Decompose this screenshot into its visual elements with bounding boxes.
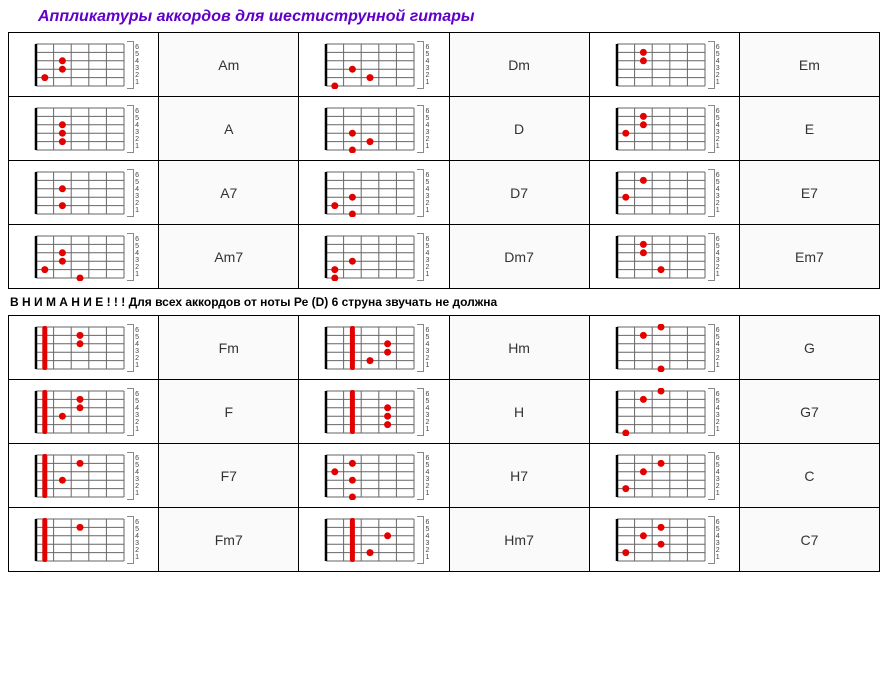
chord-label-F7: F7 bbox=[159, 444, 299, 508]
string-number-labels: 654321 bbox=[420, 236, 429, 278]
string-number-labels: 654321 bbox=[130, 391, 139, 433]
chord-diagram-H7: 654321 bbox=[299, 444, 449, 508]
chord-diagram-Hm: 654321 bbox=[299, 316, 449, 380]
chord-label-H: H bbox=[449, 380, 589, 444]
chord-table-2: 654321 Fm 654321 Hm 654321 G 654321 F 654321 H 654… bbox=[8, 315, 880, 572]
string-number-labels: 654321 bbox=[420, 519, 429, 561]
chord-diagram-E7: 654321 bbox=[589, 161, 739, 225]
string-number-labels: 654321 bbox=[420, 44, 429, 86]
string-number-labels: 654321 bbox=[711, 108, 720, 150]
chord-diagram-A7: 654321 bbox=[9, 161, 159, 225]
string-number-labels: 654321 bbox=[711, 172, 720, 214]
chord-label-G7: G7 bbox=[739, 380, 879, 444]
string-number-labels: 654321 bbox=[711, 519, 720, 561]
string-number-labels: 654321 bbox=[130, 519, 139, 561]
chord-label-F: F bbox=[159, 380, 299, 444]
string-number-labels: 654321 bbox=[711, 327, 720, 369]
chord-diagram-Am: 654321 bbox=[9, 33, 159, 97]
string-number-labels: 654321 bbox=[711, 44, 720, 86]
chord-diagram-E: 654321 bbox=[589, 97, 739, 161]
chord-label-Fm: Fm bbox=[159, 316, 299, 380]
warning-note: В Н И М А Н И Е ! ! ! Для всех аккордов … bbox=[10, 295, 880, 309]
chord-diagram-C: 654321 bbox=[589, 444, 739, 508]
chord-label-E7: E7 bbox=[739, 161, 879, 225]
chord-label-C: C bbox=[739, 444, 879, 508]
string-number-labels: 654321 bbox=[420, 455, 429, 497]
string-number-labels: 654321 bbox=[130, 327, 139, 369]
string-number-labels: 654321 bbox=[130, 172, 139, 214]
chord-diagram-D: 654321 bbox=[299, 97, 449, 161]
string-number-labels: 654321 bbox=[420, 327, 429, 369]
string-number-labels: 654321 bbox=[130, 108, 139, 150]
string-number-labels: 654321 bbox=[420, 391, 429, 433]
chord-label-Fm7: Fm7 bbox=[159, 508, 299, 572]
string-number-labels: 654321 bbox=[130, 236, 139, 278]
chord-label-Dm: Dm bbox=[449, 33, 589, 97]
chord-diagram-H: 654321 bbox=[299, 380, 449, 444]
chord-diagram-Em: 654321 bbox=[589, 33, 739, 97]
chord-label-E: E bbox=[739, 97, 879, 161]
chord-label-A7: A7 bbox=[159, 161, 299, 225]
chord-table-1: 654321 Am 654321 Dm 654321 Em 654321 A 654321 D 65… bbox=[8, 32, 880, 289]
chord-label-Am: Am bbox=[159, 33, 299, 97]
chord-diagram-Em7: 654321 bbox=[589, 225, 739, 289]
chord-diagram-D7: 654321 bbox=[299, 161, 449, 225]
chord-diagram-Dm: 654321 bbox=[299, 33, 449, 97]
chord-label-Em: Em bbox=[739, 33, 879, 97]
chord-diagram-A: 654321 bbox=[9, 97, 159, 161]
chord-diagram-Fm7: 654321 bbox=[9, 508, 159, 572]
string-number-labels: 654321 bbox=[420, 172, 429, 214]
string-number-labels: 654321 bbox=[711, 236, 720, 278]
string-number-labels: 654321 bbox=[711, 391, 720, 433]
chord-label-Dm7: Dm7 bbox=[449, 225, 589, 289]
chord-diagram-Am7: 654321 bbox=[9, 225, 159, 289]
string-number-labels: 654321 bbox=[711, 455, 720, 497]
chord-diagram-Dm7: 654321 bbox=[299, 225, 449, 289]
string-number-labels: 654321 bbox=[130, 455, 139, 497]
chord-diagram-F7: 654321 bbox=[9, 444, 159, 508]
chord-diagram-Fm: 654321 bbox=[9, 316, 159, 380]
chord-label-Hm7: Hm7 bbox=[449, 508, 589, 572]
string-number-labels: 654321 bbox=[420, 108, 429, 150]
chord-label-D: D bbox=[449, 97, 589, 161]
chord-diagram-C7: 654321 bbox=[589, 508, 739, 572]
chord-diagram-Hm7: 654321 bbox=[299, 508, 449, 572]
chord-label-Am7: Am7 bbox=[159, 225, 299, 289]
chord-label-G: G bbox=[739, 316, 879, 380]
chord-label-Em7: Em7 bbox=[739, 225, 879, 289]
chord-label-Hm: Hm bbox=[449, 316, 589, 380]
chord-diagram-G7: 654321 bbox=[589, 380, 739, 444]
page-title: Аппликатуры аккордов для шестиструнной г… bbox=[38, 8, 880, 26]
chord-label-H7: H7 bbox=[449, 444, 589, 508]
string-number-labels: 654321 bbox=[130, 44, 139, 86]
chord-diagram-F: 654321 bbox=[9, 380, 159, 444]
chord-label-C7: C7 bbox=[739, 508, 879, 572]
chord-diagram-G: 654321 bbox=[589, 316, 739, 380]
chord-label-D7: D7 bbox=[449, 161, 589, 225]
chord-label-A: A bbox=[159, 97, 299, 161]
